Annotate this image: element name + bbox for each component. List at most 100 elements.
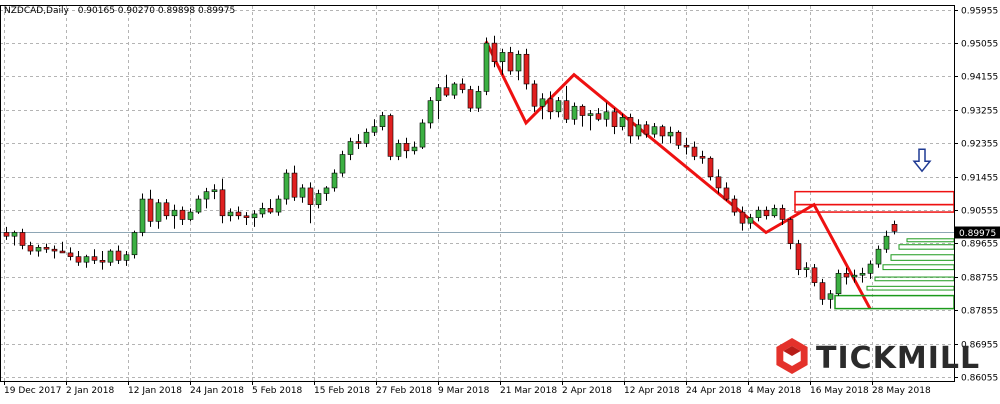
candle-body [756, 210, 761, 217]
candle-body [332, 173, 337, 188]
candle-body [716, 177, 721, 188]
candle-body [572, 106, 577, 119]
bull-candle [556, 97, 561, 117]
bull-candle [420, 119, 425, 149]
x-tick-label: 19 Dec 2017 [4, 386, 62, 396]
bear-candle [92, 249, 97, 264]
bull-candle [636, 119, 641, 139]
bull-candle [380, 112, 385, 131]
bear-candle [268, 199, 273, 214]
candle-body [204, 192, 209, 199]
candle-body [868, 264, 873, 273]
candle-body [652, 127, 657, 134]
support-level-box [867, 286, 954, 290]
bear-candle [820, 279, 825, 305]
candle-body [356, 142, 361, 144]
candle-body [36, 247, 41, 251]
candle-body [364, 132, 369, 143]
bull-candle [884, 231, 889, 253]
candle-body [340, 155, 345, 174]
x-tick-label: 24 Apr 2018 [686, 386, 742, 396]
candle-body [772, 208, 777, 215]
tickmill-logo: TICKMILL [776, 338, 980, 376]
last-price-label: 0.89975 [959, 229, 996, 239]
candle-body [284, 173, 289, 199]
bull-candle [260, 203, 265, 218]
candle-body [52, 249, 57, 251]
bull-candle [476, 86, 481, 112]
annotation-layer [486, 41, 954, 308]
bull-candle [804, 262, 809, 277]
bull-candle [364, 129, 369, 148]
y-tick-label: 0.91455 [961, 174, 998, 184]
bull-candle [436, 84, 441, 119]
candle-body [220, 190, 225, 216]
candle-body [548, 99, 553, 112]
down-arrow-icon [914, 149, 930, 171]
candle-body [172, 210, 177, 216]
bear-candle [708, 156, 713, 180]
bear-candle [148, 190, 153, 227]
bull-candle [140, 194, 145, 237]
candle-body [268, 208, 273, 212]
candle-body [764, 210, 769, 216]
candle-body [516, 54, 521, 71]
bull-candle [828, 290, 833, 309]
candle-body [140, 199, 145, 232]
bull-candle [212, 184, 217, 199]
bear-candle [20, 229, 25, 249]
support-level-box [899, 245, 954, 249]
y-tick-label: 0.87855 [961, 307, 998, 317]
candle-body [300, 188, 305, 197]
candle-body [708, 158, 713, 177]
x-tick-label: 2 Jan 2018 [66, 386, 114, 396]
candle-body [748, 218, 753, 224]
bear-candle [52, 245, 57, 258]
y-tick-label: 0.95055 [961, 40, 998, 50]
bear-candle [732, 195, 737, 215]
bear-candle [356, 134, 361, 149]
bull-candle [516, 51, 521, 81]
grid-layer [0, 6, 954, 381]
support-zone-box [835, 296, 954, 309]
candle-body [876, 249, 881, 264]
candle-body [852, 275, 857, 277]
x-tick-label: 15 Feb 2018 [314, 386, 370, 396]
candle-body [604, 112, 609, 119]
bear-candle [68, 247, 73, 260]
ohlc-values: 0.90165 0.90270 0.89898 0.89975 [78, 6, 235, 16]
candle-body [676, 132, 681, 145]
bear-candle [788, 218, 793, 250]
candle-body [508, 52, 513, 71]
bear-candle [676, 130, 681, 149]
x-tick-label: 21 Mar 2018 [500, 386, 557, 396]
candle-body [100, 260, 105, 262]
candle-body [540, 99, 545, 106]
bull-candle [36, 245, 41, 257]
bear-candle [444, 75, 449, 97]
bull-candle [172, 205, 177, 229]
y-tick-label: 0.94155 [961, 73, 998, 83]
y-tick-label: 0.92355 [961, 140, 998, 150]
resistance-zone-box [795, 192, 954, 205]
candle-body [580, 106, 585, 115]
bull-candle [284, 169, 289, 204]
bull-candle [428, 97, 433, 129]
bear-candle [244, 212, 249, 225]
candle-body [596, 114, 601, 120]
candle-body [116, 251, 121, 260]
candle-body [428, 101, 433, 123]
candle-body [180, 210, 185, 219]
bear-candle [76, 251, 81, 266]
bear-candle [628, 114, 633, 144]
candle-body [812, 268, 817, 283]
candle-body [124, 255, 129, 261]
candle-body [644, 125, 649, 134]
bull-candle [772, 205, 777, 218]
candle-body [380, 116, 385, 127]
bear-candle [564, 86, 569, 123]
bull-candle [652, 123, 657, 138]
candle-body [532, 84, 537, 106]
candle-body [44, 247, 49, 249]
